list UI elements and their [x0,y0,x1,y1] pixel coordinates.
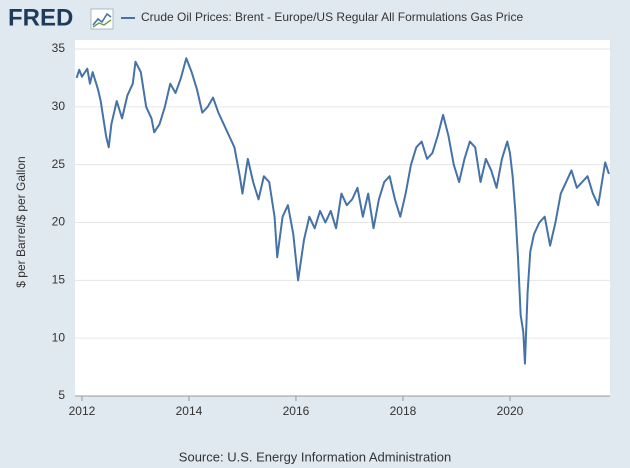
legend-label: Crude Oil Prices: Brent - Europe/US Regu… [141,10,523,24]
x-tick-label: 2020 [497,404,524,418]
x-tick-label: 2016 [283,404,310,418]
y-tick-label: 10 [52,330,66,344]
y-tick-label: 15 [52,273,66,287]
logo: FRED [8,4,73,31]
data-line [75,57,610,365]
source-note: Source: U.S. Energy Information Administ… [179,449,451,464]
y-tick-label: 30 [52,99,66,113]
x-tick-label: 2012 [69,404,96,418]
y-axis-label: $ per Barrel/$ per Gallon [14,156,28,287]
x-tick-label: 2018 [390,404,417,418]
logo-icon [90,8,114,30]
x-tick-label: 2014 [176,404,203,418]
plot-area [75,40,610,396]
y-tick-label: 5 [58,388,65,402]
y-tick-label: 25 [52,157,66,171]
y-tick-label: 20 [52,215,66,229]
y-tick-label: 35 [52,41,66,55]
